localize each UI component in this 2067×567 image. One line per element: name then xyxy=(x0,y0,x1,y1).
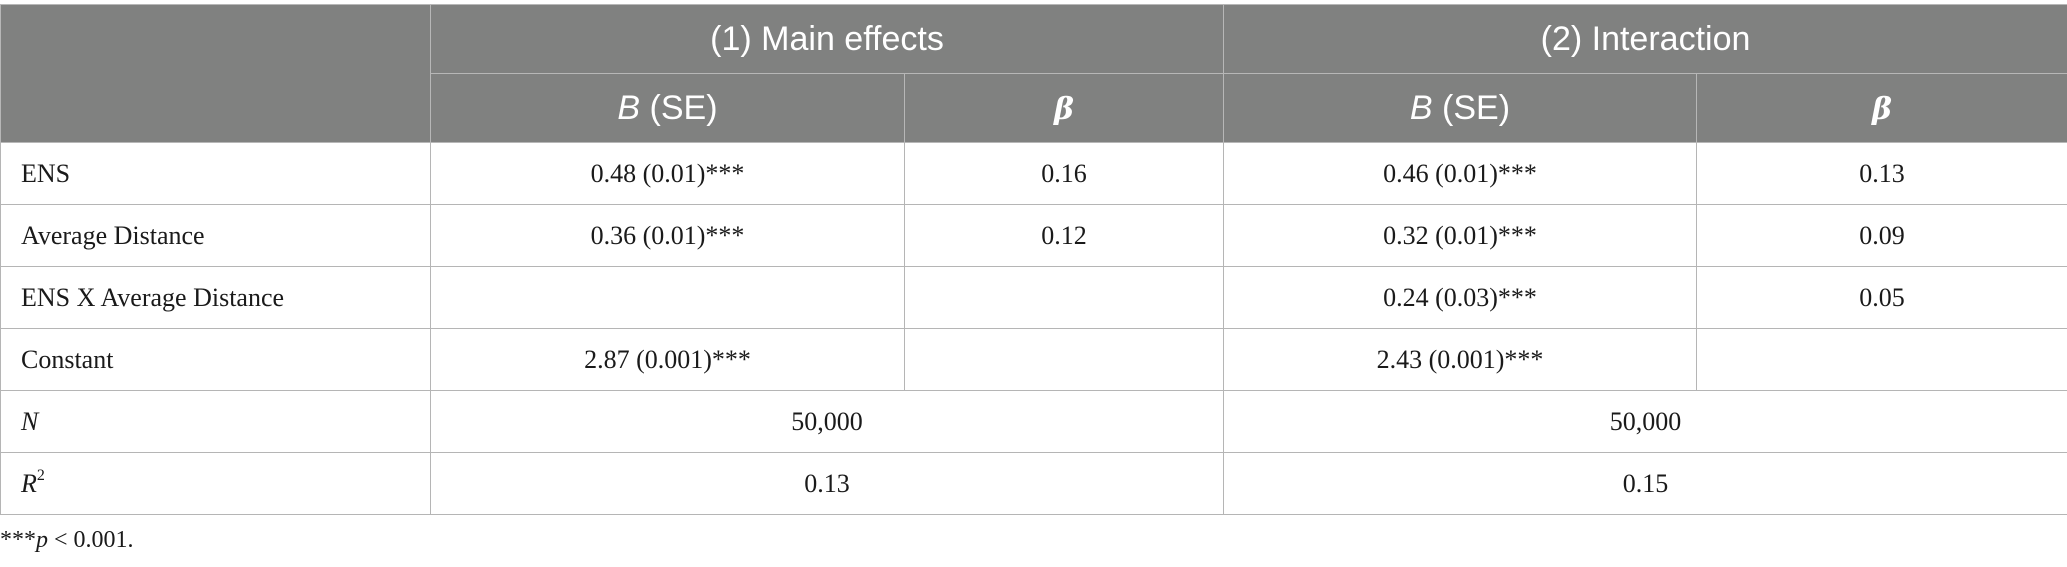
header-inter-beta: β xyxy=(1695,73,2067,143)
b-symbol: B xyxy=(617,88,641,127)
main-b-cell xyxy=(430,266,905,329)
table-row: ENS X Average Distance 0.24 (0.03)*** 0.… xyxy=(0,266,2067,329)
inter-beta-cell: 0.13 xyxy=(1695,142,2067,205)
inter-b-cell: 0.46 (0.01)*** xyxy=(1223,142,1697,205)
header-row-groups: (1) Main effects (2) Interaction xyxy=(0,4,2067,143)
main-beta-cell: 0.16 xyxy=(904,142,1224,205)
row-label: ENS X Average Distance xyxy=(0,266,431,329)
main-b-cell: 0.36 (0.01)*** xyxy=(430,204,905,267)
se-label: (SE) xyxy=(1432,88,1511,127)
b-symbol: B xyxy=(1409,88,1433,127)
row-label: ENS xyxy=(0,142,431,205)
row-label-r2: R2 xyxy=(0,452,431,515)
beta-symbol: β xyxy=(1872,91,1892,127)
main-beta-cell: 0.12 xyxy=(904,204,1224,267)
n-symbol: N xyxy=(21,406,39,436)
header-main-effects: (1) Main effects xyxy=(430,4,1224,74)
main-beta-cell xyxy=(904,266,1224,329)
row-label: Constant xyxy=(0,328,431,391)
regression-table: (1) Main effects (2) Interaction B (SE) … xyxy=(0,4,2067,515)
header-main-b-se: B (SE) xyxy=(430,73,905,143)
footnote-stars: *** xyxy=(0,527,36,553)
table-footnote: ***p < 0.001. xyxy=(0,527,134,554)
main-b-cell: 2.87 (0.001)*** xyxy=(430,328,905,391)
inter-beta-cell: 0.09 xyxy=(1695,204,2067,267)
inter-b-cell: 0.24 (0.03)*** xyxy=(1223,266,1697,329)
header-main-beta: β xyxy=(904,73,1224,143)
regression-table-container: (1) Main effects (2) Interaction B (SE) … xyxy=(0,4,2067,515)
inter-beta-cell xyxy=(1695,328,2067,391)
inter-beta-cell: 0.05 xyxy=(1695,266,2067,329)
beta-symbol: β xyxy=(1054,91,1074,127)
r-symbol: R xyxy=(21,468,37,498)
table-row: Constant 2.87 (0.001)*** 2.43 (0.001)*** xyxy=(0,328,2067,391)
header-corner xyxy=(0,4,431,143)
row-label: Average Distance xyxy=(0,204,431,267)
r2-superscript: 2 xyxy=(36,466,45,484)
table-row: ENS 0.48 (0.01)*** 0.16 0.46 (0.01)*** 0… xyxy=(0,142,2067,205)
main-b-cell: 0.48 (0.01)*** xyxy=(430,142,905,205)
header-inter-b-se: B (SE) xyxy=(1223,73,1697,143)
main-r2-cell: 0.13 xyxy=(430,452,1224,515)
main-n-cell: 50,000 xyxy=(430,390,1224,453)
table-row: Average Distance 0.36 (0.01)*** 0.12 0.3… xyxy=(0,204,2067,267)
row-label-n: N xyxy=(0,390,431,453)
header-row-columns: B (SE) β B (SE) β xyxy=(1,73,2067,143)
se-label: (SE) xyxy=(640,88,718,127)
footnote-p: p xyxy=(36,527,48,553)
inter-n-cell: 50,000 xyxy=(1222,390,2067,453)
inter-b-cell: 2.43 (0.001)*** xyxy=(1223,328,1697,391)
footnote-threshold: < 0.001. xyxy=(48,527,134,553)
main-beta-cell xyxy=(904,328,1224,391)
table-row-n: N 50,000 50,000 xyxy=(0,390,2067,453)
table-row-r2: R2 0.13 0.15 xyxy=(0,452,2067,515)
header-interaction: (2) Interaction xyxy=(1222,4,2067,74)
inter-r2-cell: 0.15 xyxy=(1222,452,2067,515)
inter-b-cell: 0.32 (0.01)*** xyxy=(1223,204,1697,267)
